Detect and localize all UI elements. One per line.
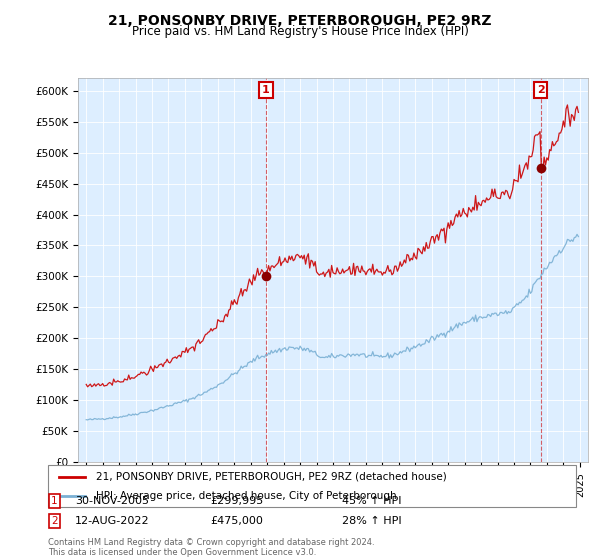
Text: Contains HM Land Registry data © Crown copyright and database right 2024.
This d: Contains HM Land Registry data © Crown c…: [48, 538, 374, 557]
Text: £299,995: £299,995: [210, 496, 263, 506]
Text: 21, PONSONBY DRIVE, PETERBOROUGH, PE2 9RZ: 21, PONSONBY DRIVE, PETERBOROUGH, PE2 9R…: [108, 14, 492, 28]
Text: 30-NOV-2005: 30-NOV-2005: [75, 496, 149, 506]
Text: 2: 2: [51, 516, 58, 526]
FancyBboxPatch shape: [48, 465, 576, 507]
Text: Price paid vs. HM Land Registry's House Price Index (HPI): Price paid vs. HM Land Registry's House …: [131, 25, 469, 38]
Text: 28% ↑ HPI: 28% ↑ HPI: [342, 516, 401, 526]
Text: 2: 2: [537, 85, 544, 95]
Text: 12-AUG-2022: 12-AUG-2022: [75, 516, 149, 526]
Text: HPI: Average price, detached house, City of Peterborough: HPI: Average price, detached house, City…: [95, 491, 396, 501]
Text: 21, PONSONBY DRIVE, PETERBOROUGH, PE2 9RZ (detached house): 21, PONSONBY DRIVE, PETERBOROUGH, PE2 9R…: [95, 472, 446, 482]
Text: 45% ↑ HPI: 45% ↑ HPI: [342, 496, 401, 506]
Text: 1: 1: [51, 496, 58, 506]
Text: 1: 1: [262, 85, 270, 95]
Text: £475,000: £475,000: [210, 516, 263, 526]
